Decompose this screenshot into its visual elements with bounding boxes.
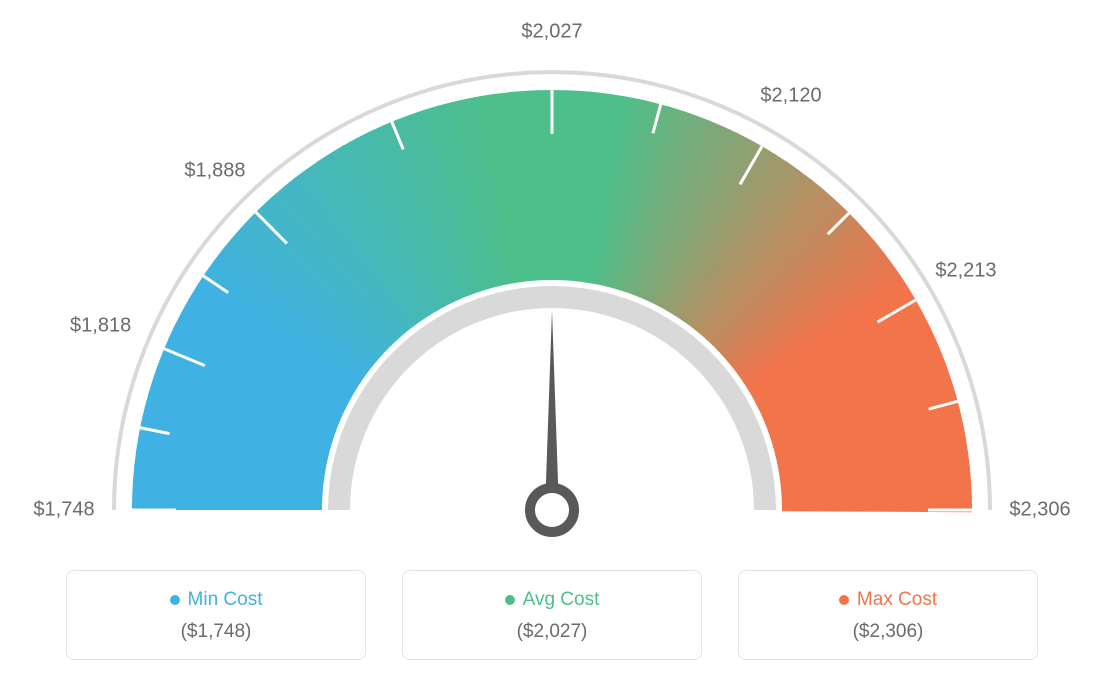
needle-base (530, 488, 574, 532)
tick-label: $2,027 (521, 21, 582, 44)
legend-card-avg: Avg Cost ($2,027) (402, 570, 702, 660)
tick-label: $2,120 (760, 85, 821, 108)
legend-card-min: Min Cost ($1,748) (66, 570, 366, 660)
tick-label: $1,888 (184, 160, 245, 183)
tick-label: $2,306 (1009, 499, 1070, 522)
legend-title-min: Min Cost (170, 589, 263, 611)
cost-gauge: $1,748 $1,818 $1,888 $2,027 $2,120 $2,213 $2,3… (20, 20, 1084, 540)
legend-title-max: Max Cost (839, 589, 937, 611)
legend-label-max: Max Cost (857, 589, 937, 611)
legend-value-max: ($2,306) (749, 621, 1027, 643)
legend-label-avg: Avg Cost (523, 589, 600, 611)
gauge-svg (20, 20, 1084, 540)
legend-value-avg: ($2,027) (413, 621, 691, 643)
tick-label: $1,818 (70, 315, 131, 338)
dot-icon (839, 595, 849, 605)
needle (545, 310, 559, 510)
legend-value-min: ($1,748) (77, 621, 355, 643)
legend-card-max: Max Cost ($2,306) (738, 570, 1038, 660)
tick-label: $1,748 (33, 499, 94, 522)
legend-label-min: Min Cost (188, 589, 263, 611)
tick-label: $2,213 (935, 260, 996, 283)
legend-title-avg: Avg Cost (505, 589, 600, 611)
legend-row: Min Cost ($1,748) Avg Cost ($2,027) Max … (20, 570, 1084, 660)
dot-icon (505, 595, 515, 605)
dot-icon (170, 595, 180, 605)
